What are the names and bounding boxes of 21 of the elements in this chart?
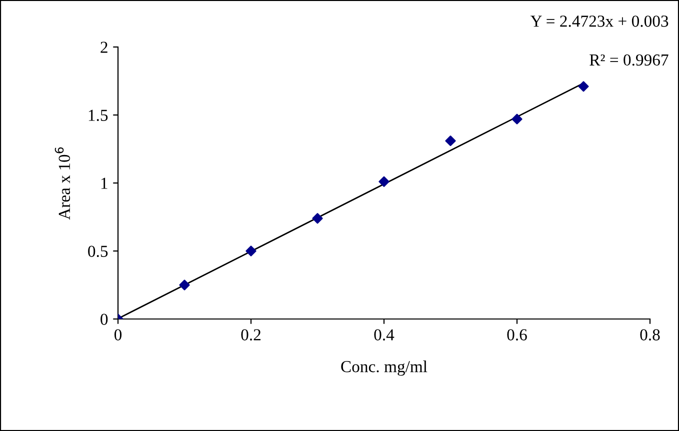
x-tick-label: 0.2 (241, 329, 260, 341)
point (578, 81, 589, 92)
x-axis-title: Conc. mg/ml (341, 360, 428, 376)
y-tick-label: 0 (100, 314, 108, 325)
point (512, 114, 522, 124)
point (445, 136, 456, 146)
y-tick-label: 0.5 (88, 246, 108, 258)
x-tick-label: 0.8 (640, 329, 660, 341)
y-tick-label: 2 (100, 42, 108, 53)
point (246, 246, 256, 256)
x-tick-label: 0.6 (507, 329, 527, 341)
y-tick-label: 1.5 (88, 110, 108, 122)
point (312, 213, 323, 224)
annotation: R² = 0.9967 (590, 54, 668, 66)
y-axis-title: Area x 10$^{6}$ (54, 147, 70, 220)
text: Y = 2.4723x + 0.003 (530, 16, 668, 27)
y-tick-label: 1 (101, 178, 108, 189)
x-tick-label: 0 (114, 329, 122, 340)
point (179, 280, 190, 290)
x-tick-label: 0.4 (374, 329, 394, 341)
point (378, 176, 390, 187)
